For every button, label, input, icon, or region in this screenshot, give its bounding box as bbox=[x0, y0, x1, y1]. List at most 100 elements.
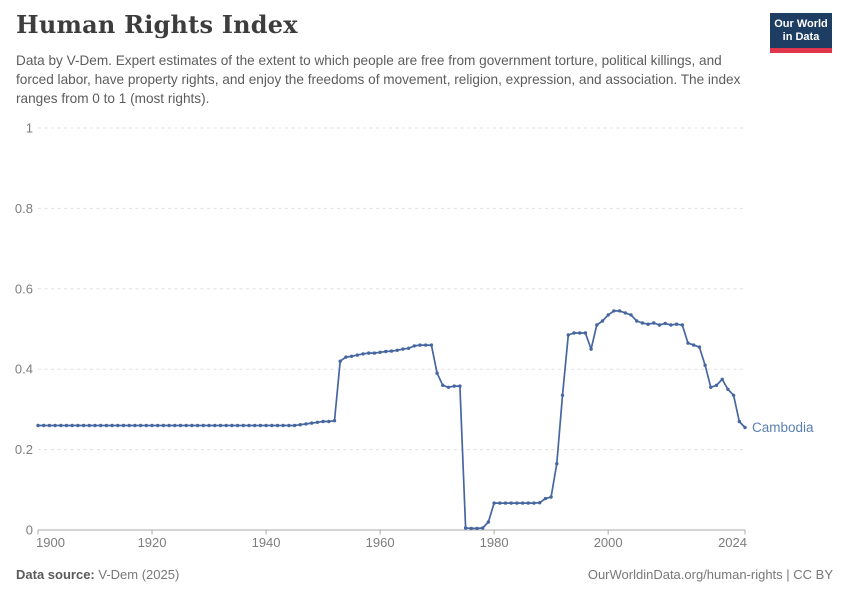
data-point[interactable] bbox=[709, 385, 713, 389]
series-end-label[interactable]: Cambodia bbox=[752, 420, 814, 435]
data-point[interactable] bbox=[412, 344, 416, 348]
data-point[interactable] bbox=[486, 520, 491, 524]
data-point[interactable] bbox=[714, 383, 719, 387]
data-point[interactable] bbox=[663, 321, 667, 326]
data-point[interactable] bbox=[127, 423, 131, 428]
data-point[interactable] bbox=[270, 423, 274, 428]
data-point[interactable] bbox=[595, 323, 599, 327]
data-point[interactable] bbox=[617, 309, 622, 313]
data-point[interactable] bbox=[532, 501, 536, 505]
data-point[interactable] bbox=[475, 526, 479, 531]
data-point[interactable] bbox=[258, 423, 263, 428]
data-point[interactable] bbox=[538, 501, 542, 505]
data-point[interactable] bbox=[572, 331, 576, 335]
data-point[interactable] bbox=[424, 343, 428, 347]
data-point[interactable] bbox=[458, 384, 462, 388]
data-point[interactable] bbox=[441, 383, 445, 387]
data-point[interactable] bbox=[76, 423, 80, 428]
data-point[interactable] bbox=[87, 423, 92, 428]
data-line-cambodia[interactable] bbox=[38, 310, 746, 530]
data-point[interactable] bbox=[469, 526, 473, 531]
data-point[interactable] bbox=[36, 423, 40, 428]
data-point[interactable] bbox=[190, 423, 194, 428]
data-point[interactable] bbox=[133, 423, 137, 428]
data-point[interactable] bbox=[161, 423, 166, 428]
data-point[interactable] bbox=[144, 423, 148, 428]
data-point[interactable] bbox=[332, 419, 337, 423]
data-point[interactable] bbox=[298, 423, 302, 427]
data-point[interactable] bbox=[81, 423, 86, 428]
data-point[interactable] bbox=[657, 323, 662, 327]
data-point[interactable] bbox=[167, 423, 171, 428]
data-point[interactable] bbox=[406, 346, 411, 350]
data-point[interactable] bbox=[429, 343, 434, 347]
data-point[interactable] bbox=[583, 331, 588, 335]
data-point[interactable] bbox=[418, 343, 422, 347]
data-point[interactable] bbox=[578, 331, 582, 335]
data-point[interactable] bbox=[235, 423, 240, 428]
data-point[interactable] bbox=[703, 363, 707, 367]
data-point[interactable] bbox=[720, 377, 724, 381]
data-point[interactable] bbox=[395, 348, 399, 352]
data-point[interactable] bbox=[304, 422, 308, 426]
data-point[interactable] bbox=[726, 387, 730, 391]
data-point[interactable] bbox=[287, 423, 291, 428]
data-point[interactable] bbox=[737, 419, 741, 424]
data-point[interactable] bbox=[253, 423, 257, 428]
data-point[interactable] bbox=[47, 423, 52, 428]
data-point[interactable] bbox=[281, 423, 285, 428]
data-point[interactable] bbox=[652, 321, 656, 325]
data-point[interactable] bbox=[104, 423, 109, 428]
data-point[interactable] bbox=[195, 423, 200, 428]
data-point[interactable] bbox=[42, 423, 46, 428]
data-point[interactable] bbox=[247, 423, 251, 428]
data-point[interactable] bbox=[680, 323, 684, 327]
data-point[interactable] bbox=[241, 423, 245, 428]
data-point[interactable] bbox=[230, 423, 234, 428]
data-point[interactable] bbox=[178, 423, 183, 428]
data-point[interactable] bbox=[264, 423, 268, 428]
data-point[interactable] bbox=[526, 501, 530, 505]
data-point[interactable] bbox=[674, 322, 679, 326]
data-point[interactable] bbox=[612, 309, 616, 313]
data-point[interactable] bbox=[697, 345, 702, 349]
data-point[interactable] bbox=[64, 423, 69, 428]
data-point[interactable] bbox=[452, 384, 456, 388]
data-point[interactable] bbox=[207, 423, 211, 428]
data-point[interactable] bbox=[327, 419, 331, 424]
data-point[interactable] bbox=[389, 349, 394, 353]
data-point[interactable] bbox=[446, 385, 451, 389]
data-point[interactable] bbox=[184, 423, 188, 428]
data-point[interactable] bbox=[481, 526, 485, 530]
data-point[interactable] bbox=[743, 425, 747, 430]
data-point[interactable] bbox=[218, 423, 223, 428]
data-point[interactable] bbox=[275, 423, 280, 428]
data-point[interactable] bbox=[372, 351, 377, 355]
data-point[interactable] bbox=[355, 353, 359, 357]
data-point[interactable] bbox=[600, 319, 605, 323]
data-point[interactable] bbox=[463, 526, 468, 530]
data-point[interactable] bbox=[669, 323, 673, 327]
data-point[interactable] bbox=[384, 349, 388, 354]
data-point[interactable] bbox=[692, 343, 696, 347]
data-point[interactable] bbox=[321, 419, 325, 424]
data-point[interactable] bbox=[560, 393, 565, 397]
data-point[interactable] bbox=[549, 495, 553, 499]
data-point[interactable] bbox=[349, 354, 354, 358]
data-point[interactable] bbox=[629, 313, 633, 317]
data-point[interactable] bbox=[646, 322, 650, 326]
data-point[interactable] bbox=[99, 423, 103, 428]
data-point[interactable] bbox=[292, 423, 297, 428]
data-point[interactable] bbox=[156, 423, 160, 428]
data-point[interactable] bbox=[555, 462, 559, 466]
data-point[interactable] bbox=[509, 501, 513, 505]
data-point[interactable] bbox=[623, 311, 627, 315]
data-point[interactable] bbox=[110, 423, 114, 428]
data-point[interactable] bbox=[520, 501, 525, 505]
data-point[interactable] bbox=[70, 423, 74, 428]
data-point[interactable] bbox=[53, 423, 57, 428]
data-point[interactable] bbox=[503, 501, 508, 505]
data-point[interactable] bbox=[138, 423, 143, 428]
data-point[interactable] bbox=[213, 423, 217, 428]
data-point[interactable] bbox=[731, 393, 736, 397]
